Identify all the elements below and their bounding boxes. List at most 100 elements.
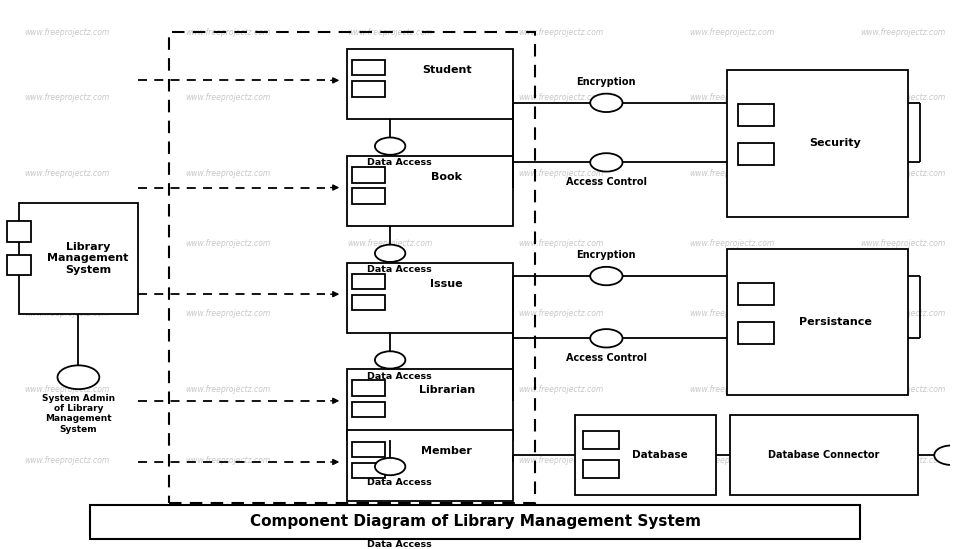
Text: www.freeprojectz.com: www.freeprojectz.com bbox=[185, 239, 271, 248]
Text: www.freeprojectz.com: www.freeprojectz.com bbox=[689, 93, 774, 102]
Bar bbox=[90, 505, 860, 539]
Bar bbox=[730, 415, 918, 495]
Text: Library
Management
System: Library Management System bbox=[47, 242, 129, 275]
Text: Data Access: Data Access bbox=[367, 265, 432, 274]
Text: Data Access: Data Access bbox=[367, 540, 432, 548]
Bar bbox=[352, 380, 385, 396]
Bar bbox=[352, 401, 385, 417]
Text: Issue: Issue bbox=[430, 279, 463, 289]
Text: www.freeprojectz.com: www.freeprojectz.com bbox=[860, 93, 945, 102]
Text: www.freeprojectz.com: www.freeprojectz.com bbox=[860, 239, 945, 248]
Text: www.freeprojectz.com: www.freeprojectz.com bbox=[518, 93, 603, 102]
Text: Book: Book bbox=[431, 172, 462, 182]
Bar bbox=[738, 104, 774, 126]
Text: www.freeprojectz.com: www.freeprojectz.com bbox=[347, 28, 432, 37]
Bar bbox=[352, 295, 385, 310]
Text: www.freeprojectz.com: www.freeprojectz.com bbox=[185, 456, 271, 464]
Bar bbox=[347, 369, 513, 440]
Bar bbox=[7, 221, 31, 242]
Text: www.freeprojectz.com: www.freeprojectz.com bbox=[689, 28, 774, 37]
Text: www.freeprojectz.com: www.freeprojectz.com bbox=[24, 385, 109, 394]
Text: www.freeprojectz.com: www.freeprojectz.com bbox=[24, 239, 109, 248]
Text: www.freeprojectz.com: www.freeprojectz.com bbox=[185, 385, 271, 394]
Text: Data Access: Data Access bbox=[367, 479, 432, 488]
Bar bbox=[575, 415, 716, 495]
Bar bbox=[738, 143, 774, 165]
Text: www.freeprojectz.com: www.freeprojectz.com bbox=[24, 169, 109, 178]
Text: www.freeprojectz.com: www.freeprojectz.com bbox=[860, 28, 945, 37]
Text: www.freeprojectz.com: www.freeprojectz.com bbox=[860, 169, 945, 178]
Text: Data Access: Data Access bbox=[367, 158, 432, 167]
Bar bbox=[352, 463, 385, 478]
Text: www.freeprojectz.com: www.freeprojectz.com bbox=[185, 28, 271, 37]
Text: Database: Database bbox=[632, 450, 687, 460]
Text: Encryption: Encryption bbox=[576, 250, 636, 260]
Text: www.freeprojectz.com: www.freeprojectz.com bbox=[518, 385, 603, 394]
Circle shape bbox=[375, 245, 405, 262]
Text: Data Access: Data Access bbox=[367, 372, 432, 381]
Bar bbox=[728, 249, 907, 395]
Text: www.freeprojectz.com: www.freeprojectz.com bbox=[689, 385, 774, 394]
Bar bbox=[738, 322, 774, 344]
Text: www.freeprojectz.com: www.freeprojectz.com bbox=[185, 310, 271, 318]
Text: Encryption: Encryption bbox=[576, 77, 636, 87]
Text: www.freeprojectz.com: www.freeprojectz.com bbox=[860, 385, 945, 394]
Bar bbox=[347, 262, 513, 333]
Bar bbox=[583, 460, 619, 478]
Bar bbox=[347, 430, 513, 501]
Text: www.freeprojectz.com: www.freeprojectz.com bbox=[689, 456, 774, 464]
Text: www.freeprojectz.com: www.freeprojectz.com bbox=[24, 93, 109, 102]
Text: www.freeprojectz.com: www.freeprojectz.com bbox=[347, 385, 432, 394]
Text: Student: Student bbox=[422, 65, 471, 75]
Circle shape bbox=[934, 445, 956, 465]
Text: www.freeprojectz.com: www.freeprojectz.com bbox=[347, 310, 432, 318]
Text: www.freeprojectz.com: www.freeprojectz.com bbox=[347, 93, 432, 102]
Text: www.freeprojectz.com: www.freeprojectz.com bbox=[689, 239, 774, 248]
Bar bbox=[738, 283, 774, 305]
Text: www.freeprojectz.com: www.freeprojectz.com bbox=[689, 169, 774, 178]
Text: www.freeprojectz.com: www.freeprojectz.com bbox=[185, 169, 271, 178]
Bar bbox=[347, 156, 513, 226]
Bar bbox=[19, 203, 138, 314]
Bar bbox=[7, 255, 31, 275]
Circle shape bbox=[375, 458, 405, 475]
Text: www.freeprojectz.com: www.freeprojectz.com bbox=[518, 456, 603, 464]
Bar bbox=[728, 70, 907, 216]
Text: www.freeprojectz.com: www.freeprojectz.com bbox=[24, 28, 109, 37]
Text: www.freeprojectz.com: www.freeprojectz.com bbox=[518, 28, 603, 37]
Text: Security: Security bbox=[810, 138, 861, 148]
Text: www.freeprojectz.com: www.freeprojectz.com bbox=[24, 310, 109, 318]
Circle shape bbox=[590, 329, 622, 348]
Circle shape bbox=[375, 519, 405, 536]
Text: www.freeprojectz.com: www.freeprojectz.com bbox=[518, 310, 603, 318]
Bar bbox=[352, 81, 385, 97]
Bar bbox=[169, 32, 535, 503]
Circle shape bbox=[590, 94, 622, 112]
Bar bbox=[347, 49, 513, 119]
Circle shape bbox=[375, 351, 405, 368]
Bar bbox=[352, 167, 385, 183]
Text: www.freeprojectz.com: www.freeprojectz.com bbox=[689, 310, 774, 318]
Circle shape bbox=[590, 153, 622, 172]
Circle shape bbox=[590, 267, 622, 285]
Text: www.freeprojectz.com: www.freeprojectz.com bbox=[860, 310, 945, 318]
Text: www.freeprojectz.com: www.freeprojectz.com bbox=[518, 169, 603, 178]
Text: www.freeprojectz.com: www.freeprojectz.com bbox=[24, 456, 109, 464]
Text: www.freeprojectz.com: www.freeprojectz.com bbox=[860, 456, 945, 464]
Text: Persistance: Persistance bbox=[799, 317, 872, 327]
Text: Database Connector: Database Connector bbox=[769, 450, 880, 460]
Text: Access Control: Access Control bbox=[566, 353, 647, 363]
Circle shape bbox=[375, 137, 405, 155]
Text: www.freeprojectz.com: www.freeprojectz.com bbox=[347, 456, 432, 464]
Circle shape bbox=[57, 365, 99, 389]
Text: www.freeprojectz.com: www.freeprojectz.com bbox=[347, 169, 432, 178]
Text: Member: Member bbox=[422, 446, 472, 456]
Text: Component Diagram of Library Management System: Component Diagram of Library Management … bbox=[250, 514, 701, 529]
Bar bbox=[352, 274, 385, 289]
Bar bbox=[352, 188, 385, 204]
Text: System Admin
of Library
Management
System: System Admin of Library Management Syste… bbox=[42, 394, 115, 434]
Text: Librarian: Librarian bbox=[419, 385, 475, 395]
Bar bbox=[583, 431, 619, 449]
Bar bbox=[352, 60, 385, 75]
Text: www.freeprojectz.com: www.freeprojectz.com bbox=[185, 93, 271, 102]
